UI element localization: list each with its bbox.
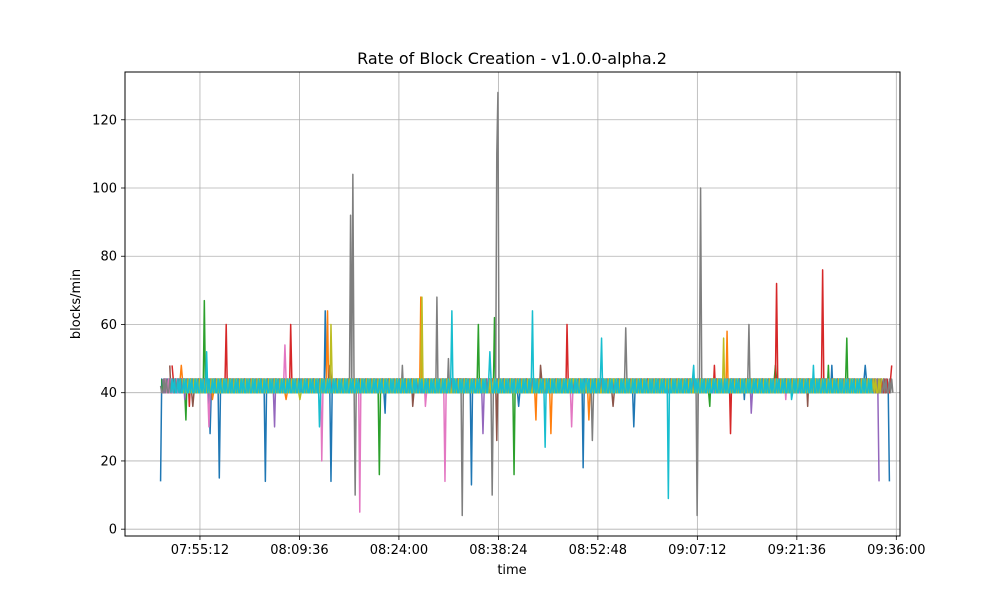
x-tick-label: 08:38:24 (469, 543, 527, 558)
x-tick-label: 09:21:36 (768, 543, 826, 558)
series-layer (159, 91, 894, 517)
x-tick-label: 09:07:12 (668, 543, 726, 558)
series-9 (170, 310, 874, 500)
y-tick-label: 40 (100, 386, 117, 401)
y-tick-label: 120 (92, 113, 117, 128)
y-tick-label: 0 (109, 523, 117, 538)
plot-frame (124, 71, 901, 537)
x-axis-label: time (497, 563, 526, 578)
y-tick-label: 80 (100, 250, 117, 265)
x-tick-label: 08:24:00 (370, 543, 428, 558)
x-tick-label: 09:36:00 (867, 543, 925, 558)
y-tick-label: 60 (100, 318, 117, 333)
x-tick-label: 08:09:36 (270, 543, 328, 558)
series-line (170, 310, 874, 500)
ticks: 07:55:12 08:09:36 08:24:00 08:38:24 08:52:48… (92, 113, 925, 558)
x-tick-label: 08:52:48 (569, 543, 627, 558)
y-axis-label: blocks/min (69, 269, 84, 339)
chart-title: Rate of Block Creation - v1.0.0-alpha.2 (357, 49, 667, 68)
x-tick-label: 07:55:12 (171, 543, 229, 558)
y-tick-label: 100 (92, 182, 117, 197)
y-tick-label: 20 (100, 454, 117, 469)
